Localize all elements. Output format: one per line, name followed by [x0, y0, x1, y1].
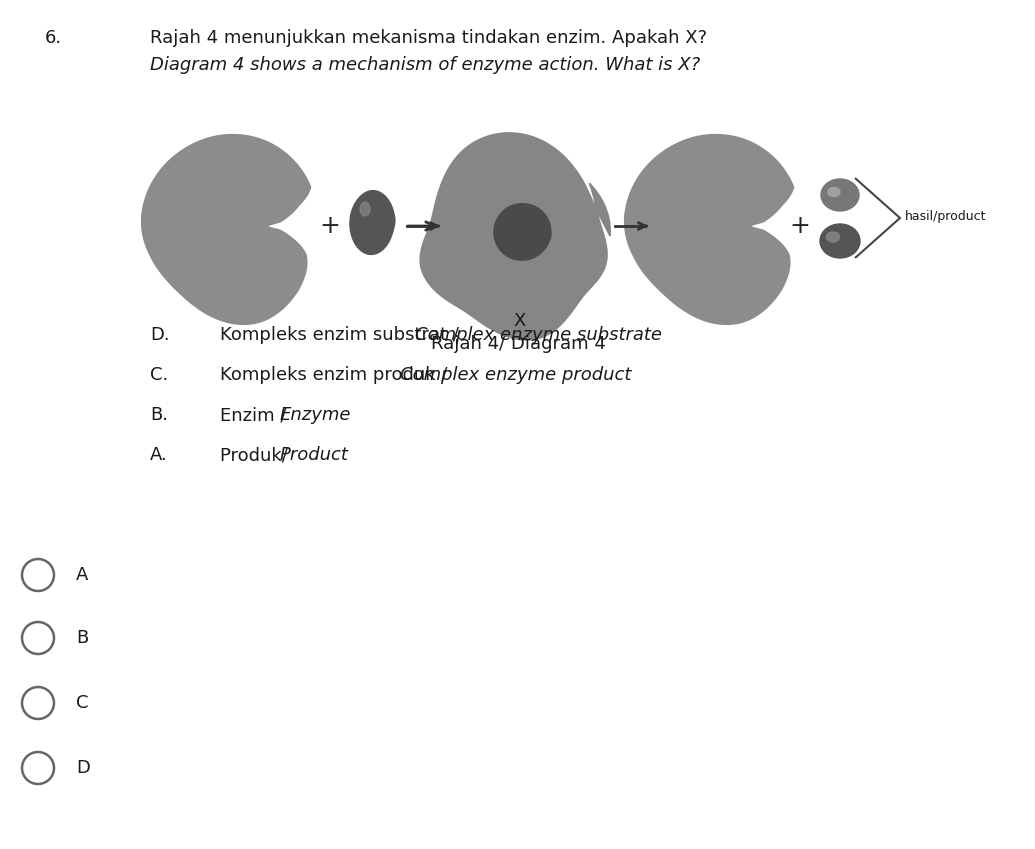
Circle shape — [22, 687, 54, 719]
Polygon shape — [350, 191, 395, 255]
Ellipse shape — [820, 224, 860, 258]
Polygon shape — [624, 135, 794, 324]
Text: Kompleks enzim produk /: Kompleks enzim produk / — [220, 366, 453, 384]
Text: Product: Product — [280, 446, 349, 464]
Text: Enzim /: Enzim / — [220, 406, 292, 424]
Text: A.: A. — [150, 446, 168, 464]
Ellipse shape — [828, 188, 840, 196]
Circle shape — [22, 622, 54, 654]
Text: X: X — [513, 312, 526, 330]
Polygon shape — [494, 204, 551, 260]
Text: B: B — [76, 629, 88, 647]
Text: Produk/: Produk/ — [220, 446, 294, 464]
Ellipse shape — [821, 179, 859, 211]
Text: Rajah 4 menunjukkan mekanisma tindakan enzim. Apakah X?: Rajah 4 menunjukkan mekanisma tindakan e… — [150, 29, 707, 47]
Text: hasil/product: hasil/product — [905, 210, 986, 222]
Text: D.: D. — [150, 326, 170, 344]
Text: B.: B. — [150, 406, 168, 424]
Text: D: D — [76, 759, 90, 777]
Text: 6.: 6. — [45, 29, 62, 47]
Text: Complex enzyme product: Complex enzyme product — [400, 366, 631, 384]
Ellipse shape — [360, 202, 369, 216]
Text: Enzyme: Enzyme — [280, 406, 352, 424]
Ellipse shape — [827, 232, 839, 242]
Circle shape — [22, 559, 54, 591]
Text: Kompleks enzim substrat /: Kompleks enzim substrat / — [220, 326, 465, 344]
Text: Complex enzyme substrate: Complex enzyme substrate — [415, 326, 662, 344]
Text: A: A — [76, 566, 88, 584]
Text: +: + — [790, 214, 810, 238]
Text: C: C — [76, 694, 89, 712]
Text: C.: C. — [150, 366, 169, 384]
Text: +: + — [320, 214, 341, 238]
Text: Rajah 4/ Diagram 4: Rajah 4/ Diagram 4 — [431, 335, 605, 353]
Text: Diagram 4 shows a mechanism of enzyme action. What is X?: Diagram 4 shows a mechanism of enzyme ac… — [150, 56, 700, 74]
Polygon shape — [142, 135, 310, 324]
Polygon shape — [420, 132, 611, 340]
Circle shape — [22, 752, 54, 784]
